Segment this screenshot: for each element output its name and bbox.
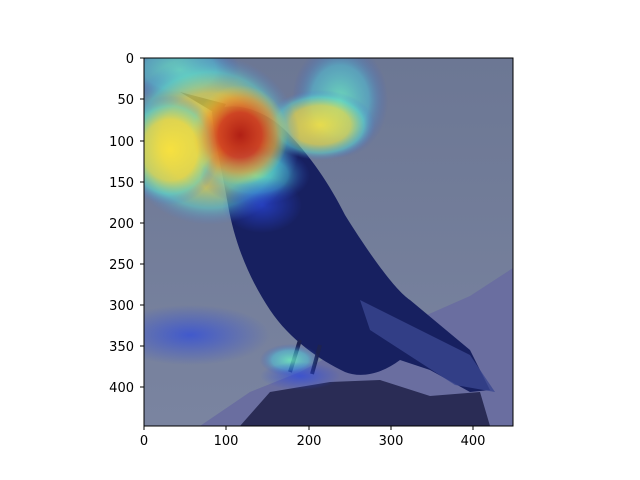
heatmap-overlay — [144, 58, 388, 390]
heatmap-image — [144, 58, 513, 426]
rock-shadow — [240, 380, 490, 426]
y-axis: 0 50 100 150 200 250 300 350 400 — [109, 52, 144, 396]
x-tick-label: 0 — [140, 434, 148, 449]
x-tick-label: 200 — [297, 434, 322, 449]
y-tick-label: 0 — [126, 52, 134, 67]
x-tick-label: 100 — [214, 434, 239, 449]
y-tick-label: 250 — [109, 258, 134, 273]
bird-tail — [360, 300, 495, 392]
x-axis: 0 100 200 300 400 — [140, 426, 486, 449]
x-tick-label: 300 — [379, 434, 404, 449]
y-tick-label: 150 — [109, 176, 134, 191]
axes-frame — [143, 57, 514, 427]
x-tick-label: 400 — [461, 434, 486, 449]
y-tick-label: 100 — [109, 135, 134, 150]
y-tick-label: 200 — [109, 217, 134, 232]
y-tick-label: 50 — [117, 93, 134, 108]
y-tick-label: 350 — [109, 340, 134, 355]
y-tick-label: 400 — [109, 381, 134, 396]
y-tick-label: 300 — [109, 299, 134, 314]
